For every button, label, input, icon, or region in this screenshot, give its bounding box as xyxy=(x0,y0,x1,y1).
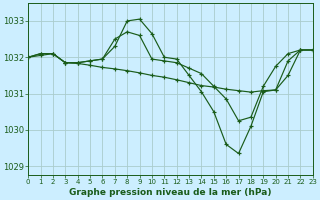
X-axis label: Graphe pression niveau de la mer (hPa): Graphe pression niveau de la mer (hPa) xyxy=(69,188,272,197)
